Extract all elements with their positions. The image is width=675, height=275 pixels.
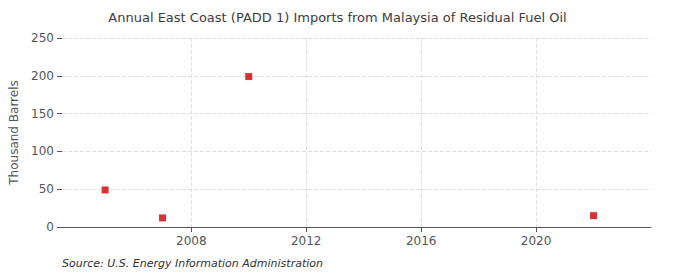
svg-text:200: 200 [31, 69, 54, 83]
svg-text:2012: 2012 [291, 234, 322, 248]
svg-text:Annual East Coast (PADD 1) Imp: Annual East Coast (PADD 1) Imports from … [108, 10, 566, 25]
svg-text:2020: 2020 [521, 234, 552, 248]
svg-text:0: 0 [46, 220, 54, 234]
svg-text:2016: 2016 [406, 234, 437, 248]
svg-text:250: 250 [31, 31, 54, 45]
svg-text:Thousand Barrels: Thousand Barrels [7, 80, 21, 185]
svg-text:Source: U.S. Energy Informatio: Source: U.S. Energy Information Administ… [62, 257, 323, 270]
svg-text:150: 150 [31, 107, 54, 121]
svg-text:50: 50 [39, 182, 54, 196]
svg-text:100: 100 [31, 144, 54, 158]
svg-text:2008: 2008 [176, 234, 207, 248]
